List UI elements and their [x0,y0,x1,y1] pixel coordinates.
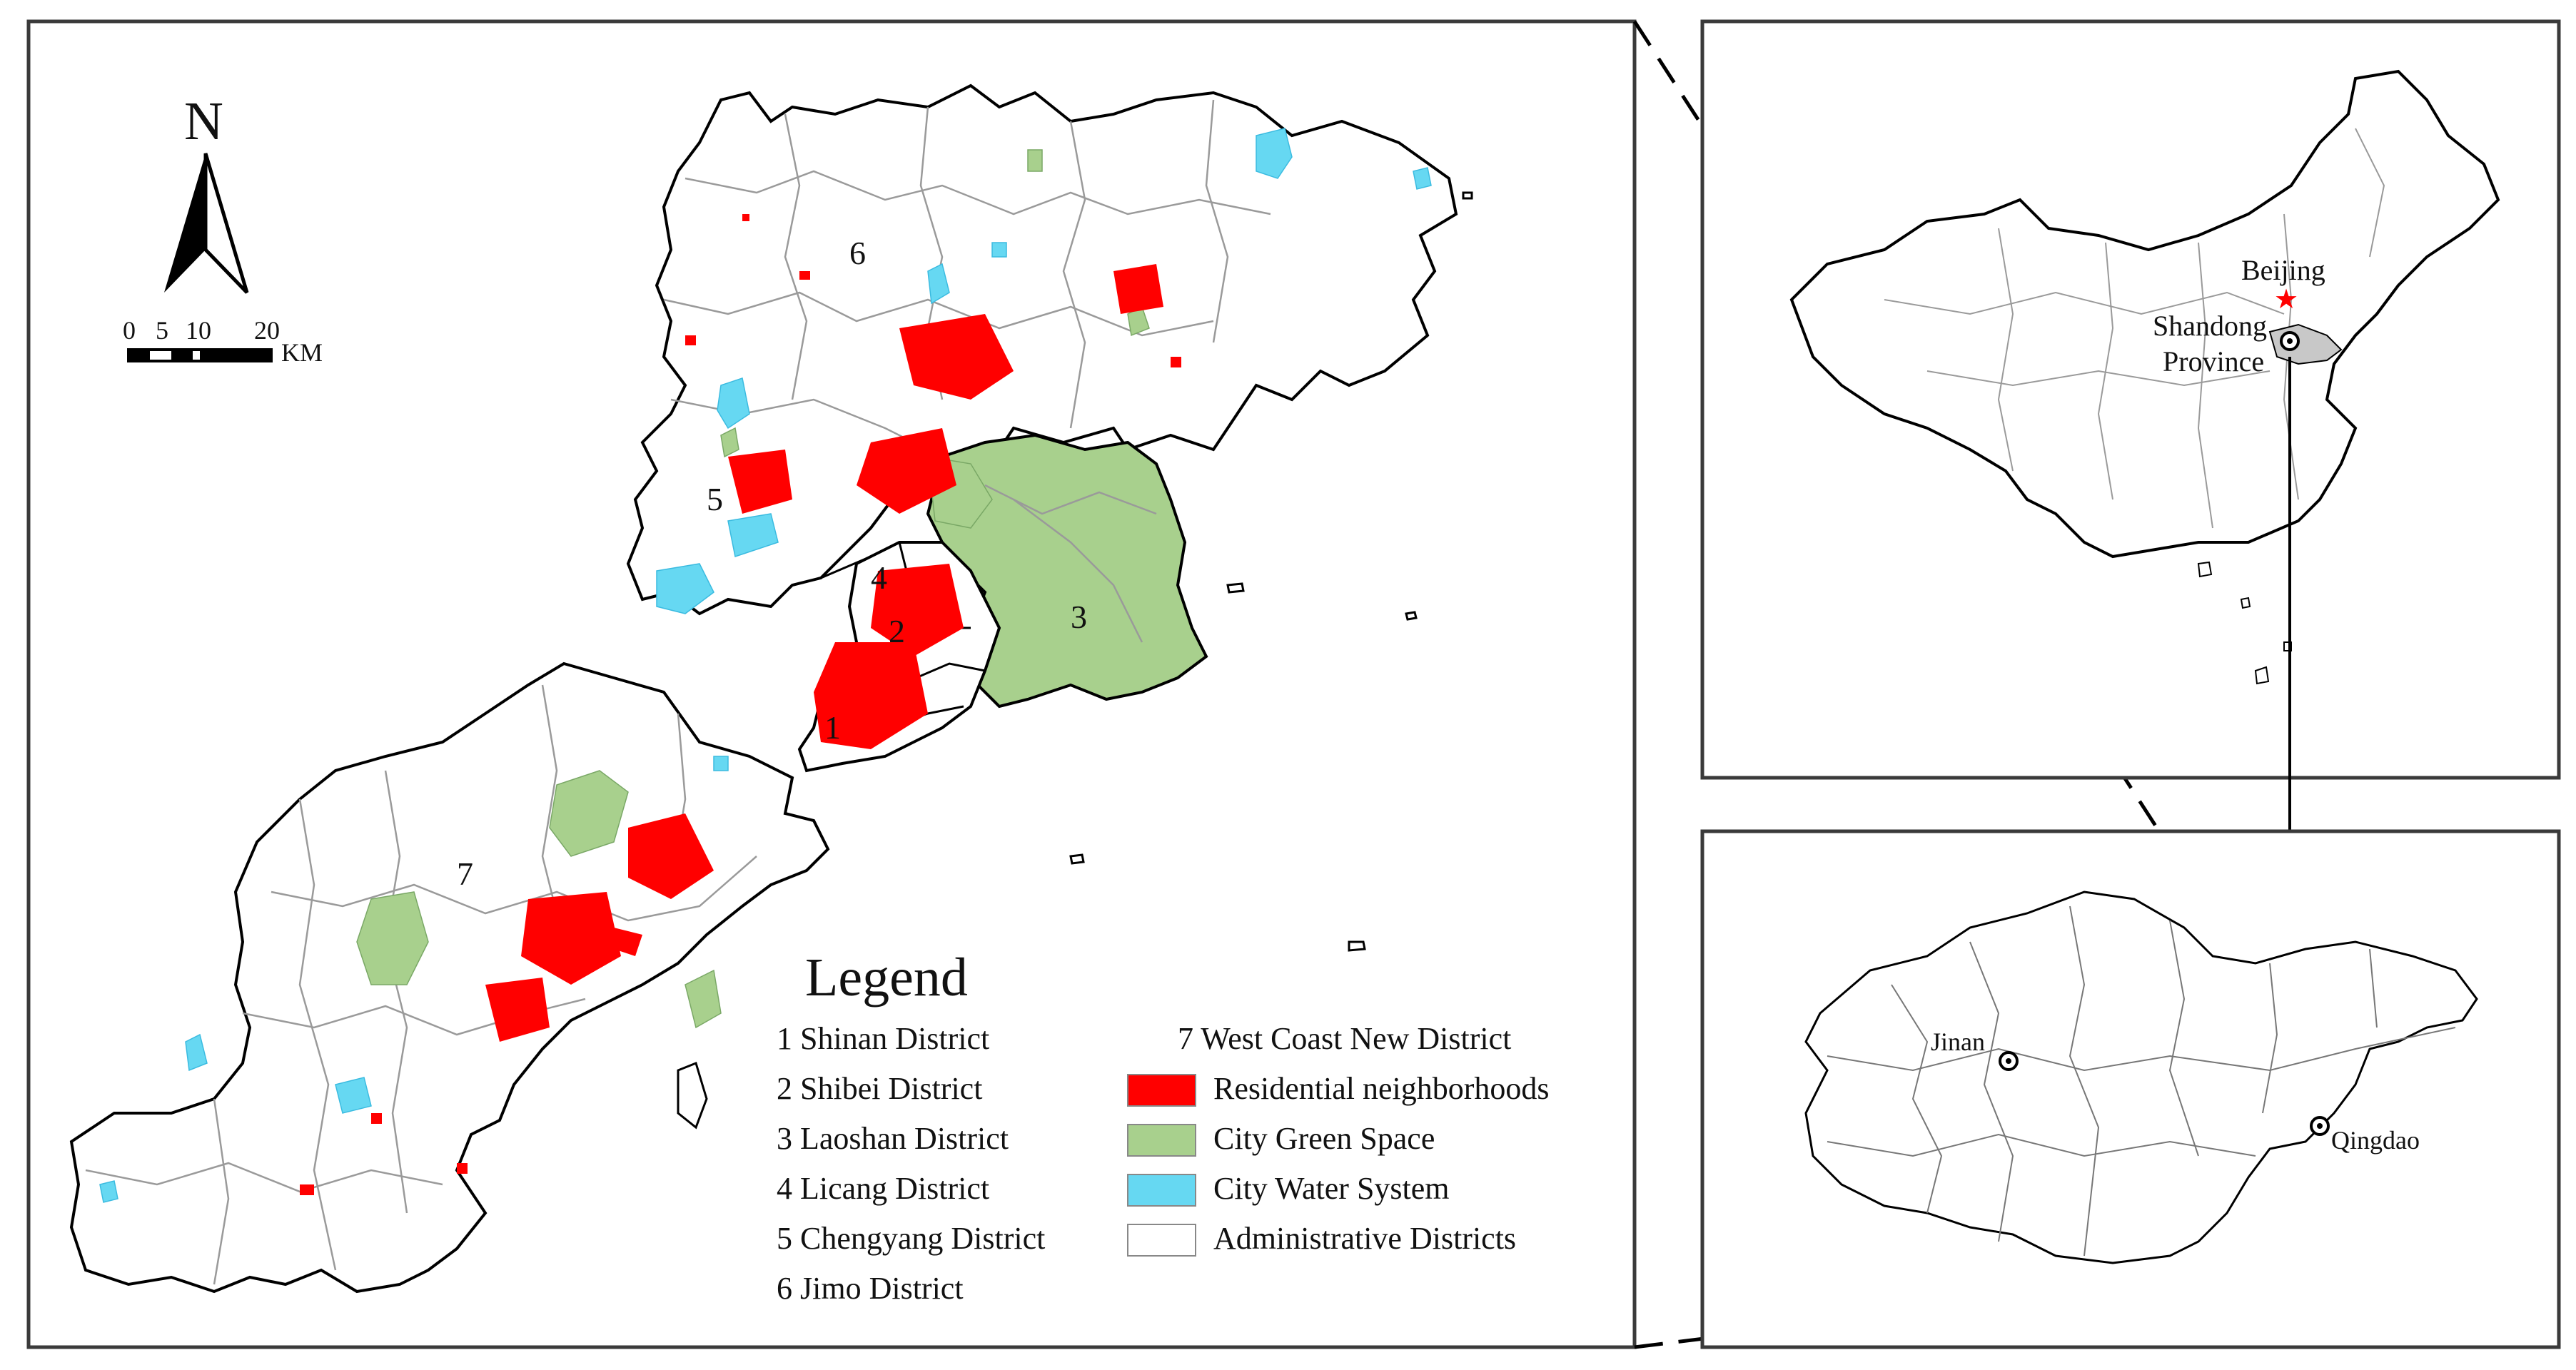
laoshan-green-space [926,433,1208,709]
qingdao-label: Qingdao [2331,1126,2420,1155]
district-label-6: 6 [849,235,866,271]
beijing-label: Beijing [2241,254,2325,286]
main-map-panel: 1 2 3 4 5 6 7 N 0 5 10 20 KM Leg [26,19,1637,1349]
scale-tick-10: 10 [186,316,211,345]
north-arrow-letter: N [184,91,223,151]
legend-swatch-residential [1127,1074,1196,1107]
legend-district-5: 5 Chengyang District [777,1221,1045,1256]
legend-district-6: 6 Jimo District [777,1271,964,1306]
legend-swatch-water [1127,1174,1196,1207]
legend-district-3: 3 Laoshan District [777,1121,1009,1156]
scale-tick-5: 5 [156,316,168,345]
shandong-label-line1: Shandong [2153,310,2267,342]
legend: Legend 1 Shinan District 2 Shibei Distri… [777,948,1550,1306]
district-label-1: 1 [824,709,841,746]
northern-districts-outline [626,83,1458,616]
water-system-features [99,128,1432,1203]
green-space-patches [356,149,1150,1029]
shandong-outline [1804,890,2478,1264]
north-arrow-icon [164,153,206,293]
legend-label-green: City Green Space [1213,1121,1435,1156]
scale-tick-0: 0 [123,316,136,345]
legend-label-residential: Residential neighborhoods [1213,1071,1550,1106]
shandong-prefecture-boundaries [1827,905,2456,1257]
district-label-7: 7 [457,856,473,892]
legend-district-2: 2 Shibei District [777,1071,982,1106]
legend-title: Legend [805,948,968,1008]
scale-unit: KM [281,338,323,367]
scale-bar: 0 5 10 20 KM [123,316,323,367]
west-coast-district-outline [69,661,830,1294]
legend-swatch-admin [1127,1224,1196,1257]
beijing-star-icon: ★ [2274,283,2298,315]
shandong-label-line2: Province [2163,345,2264,377]
legend-district-4: 4 Licang District [777,1171,989,1206]
district-label-2: 2 [889,613,905,649]
district-number-labels: 1 2 3 4 5 6 7 [457,235,1087,892]
jinan-label: Jinan [1931,1028,1985,1056]
legend-district-1: 1 Shinan District [777,1021,989,1056]
district-label-3: 3 [1071,599,1087,635]
legend-label-admin: Administrative Districts [1213,1221,1516,1256]
offshore-islands [677,191,1473,1130]
north-arrow: N [164,91,249,294]
china-outline [1789,69,2500,559]
district-label-5: 5 [707,481,723,517]
china-inset-panel: ★ Beijing Shandong Province [1700,19,2561,890]
shandong-inset-panel: Jinan Qingdao [1700,829,2561,1349]
legend-district-7: 7 West Coast New District [1178,1021,1511,1056]
residential-neighborhoods [300,214,1181,1195]
scale-tick-20: 20 [254,316,280,345]
legend-swatch-green [1127,1124,1196,1157]
legend-label-water: City Water System [1213,1171,1450,1206]
district-label-4: 4 [871,559,887,596]
